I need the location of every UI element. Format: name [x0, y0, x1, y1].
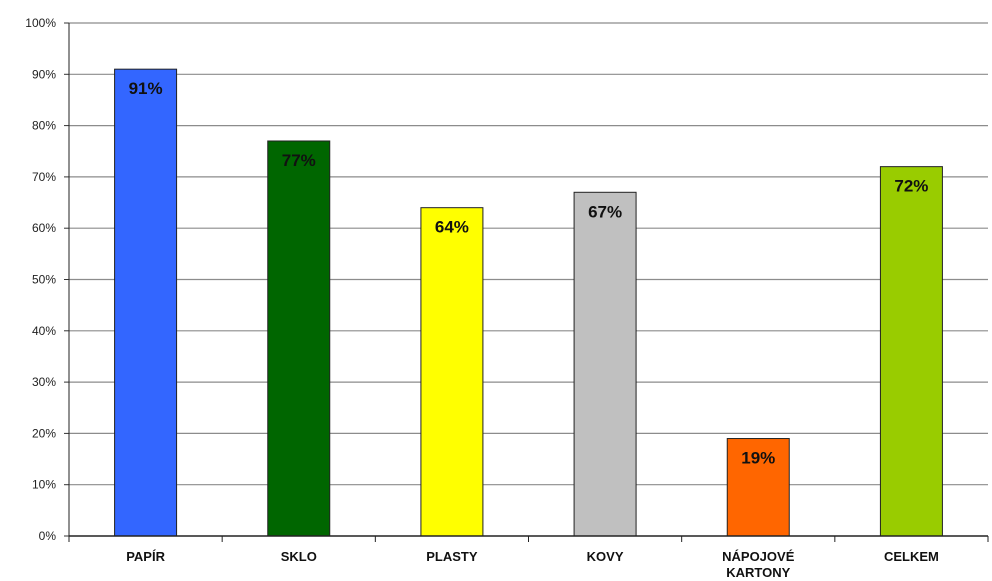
data-label: 77% [282, 151, 316, 170]
bar [267, 140, 331, 537]
x-tick-label: PAPÍR [126, 549, 165, 564]
gridlines [69, 22, 988, 486]
y-tick-label: 50% [32, 273, 56, 287]
x-tick-label: KOVY [587, 549, 624, 564]
data-label: 91% [129, 79, 163, 98]
x-tick-label: NÁPOJOVÉ KARTONY [722, 549, 795, 580]
bar [114, 68, 178, 537]
data-label: 19% [741, 449, 775, 468]
bar [879, 166, 943, 537]
bar [420, 207, 484, 537]
y-tick-label: 40% [32, 324, 56, 338]
data-label: 67% [588, 202, 622, 221]
data-label: 72% [894, 177, 928, 196]
y-tick-label: 70% [32, 170, 56, 184]
y-tick-label: 80% [32, 119, 56, 133]
x-tick-label: PLASTY [426, 549, 478, 564]
axes [68, 23, 989, 542]
x-tick-label: SKLO [281, 549, 317, 564]
y-tick-label: 60% [32, 221, 56, 235]
bars: 91% 77% 64% 67% 19% 72% [114, 68, 943, 537]
data-label: 64% [435, 218, 469, 237]
y-tick-label: 90% [32, 67, 56, 81]
x-axis-labels: PAPÍR SKLO PLASTY KOVY NÁPOJOVÉ KARTONY CELKEM [126, 549, 939, 580]
y-tick-label: 0% [39, 529, 57, 543]
y-tick-label: 20% [32, 426, 56, 440]
y-tick-label: 100% [25, 16, 56, 30]
x-tick-label: CELKEM [884, 549, 939, 564]
bar [573, 191, 637, 537]
y-tick-label: 30% [32, 375, 56, 389]
y-axis-ticks: 0% 10% 20% 30% 40% 50% 60% 70% 80% 90% 100% [25, 16, 69, 543]
y-tick-label: 10% [32, 478, 56, 492]
bar [726, 438, 790, 537]
